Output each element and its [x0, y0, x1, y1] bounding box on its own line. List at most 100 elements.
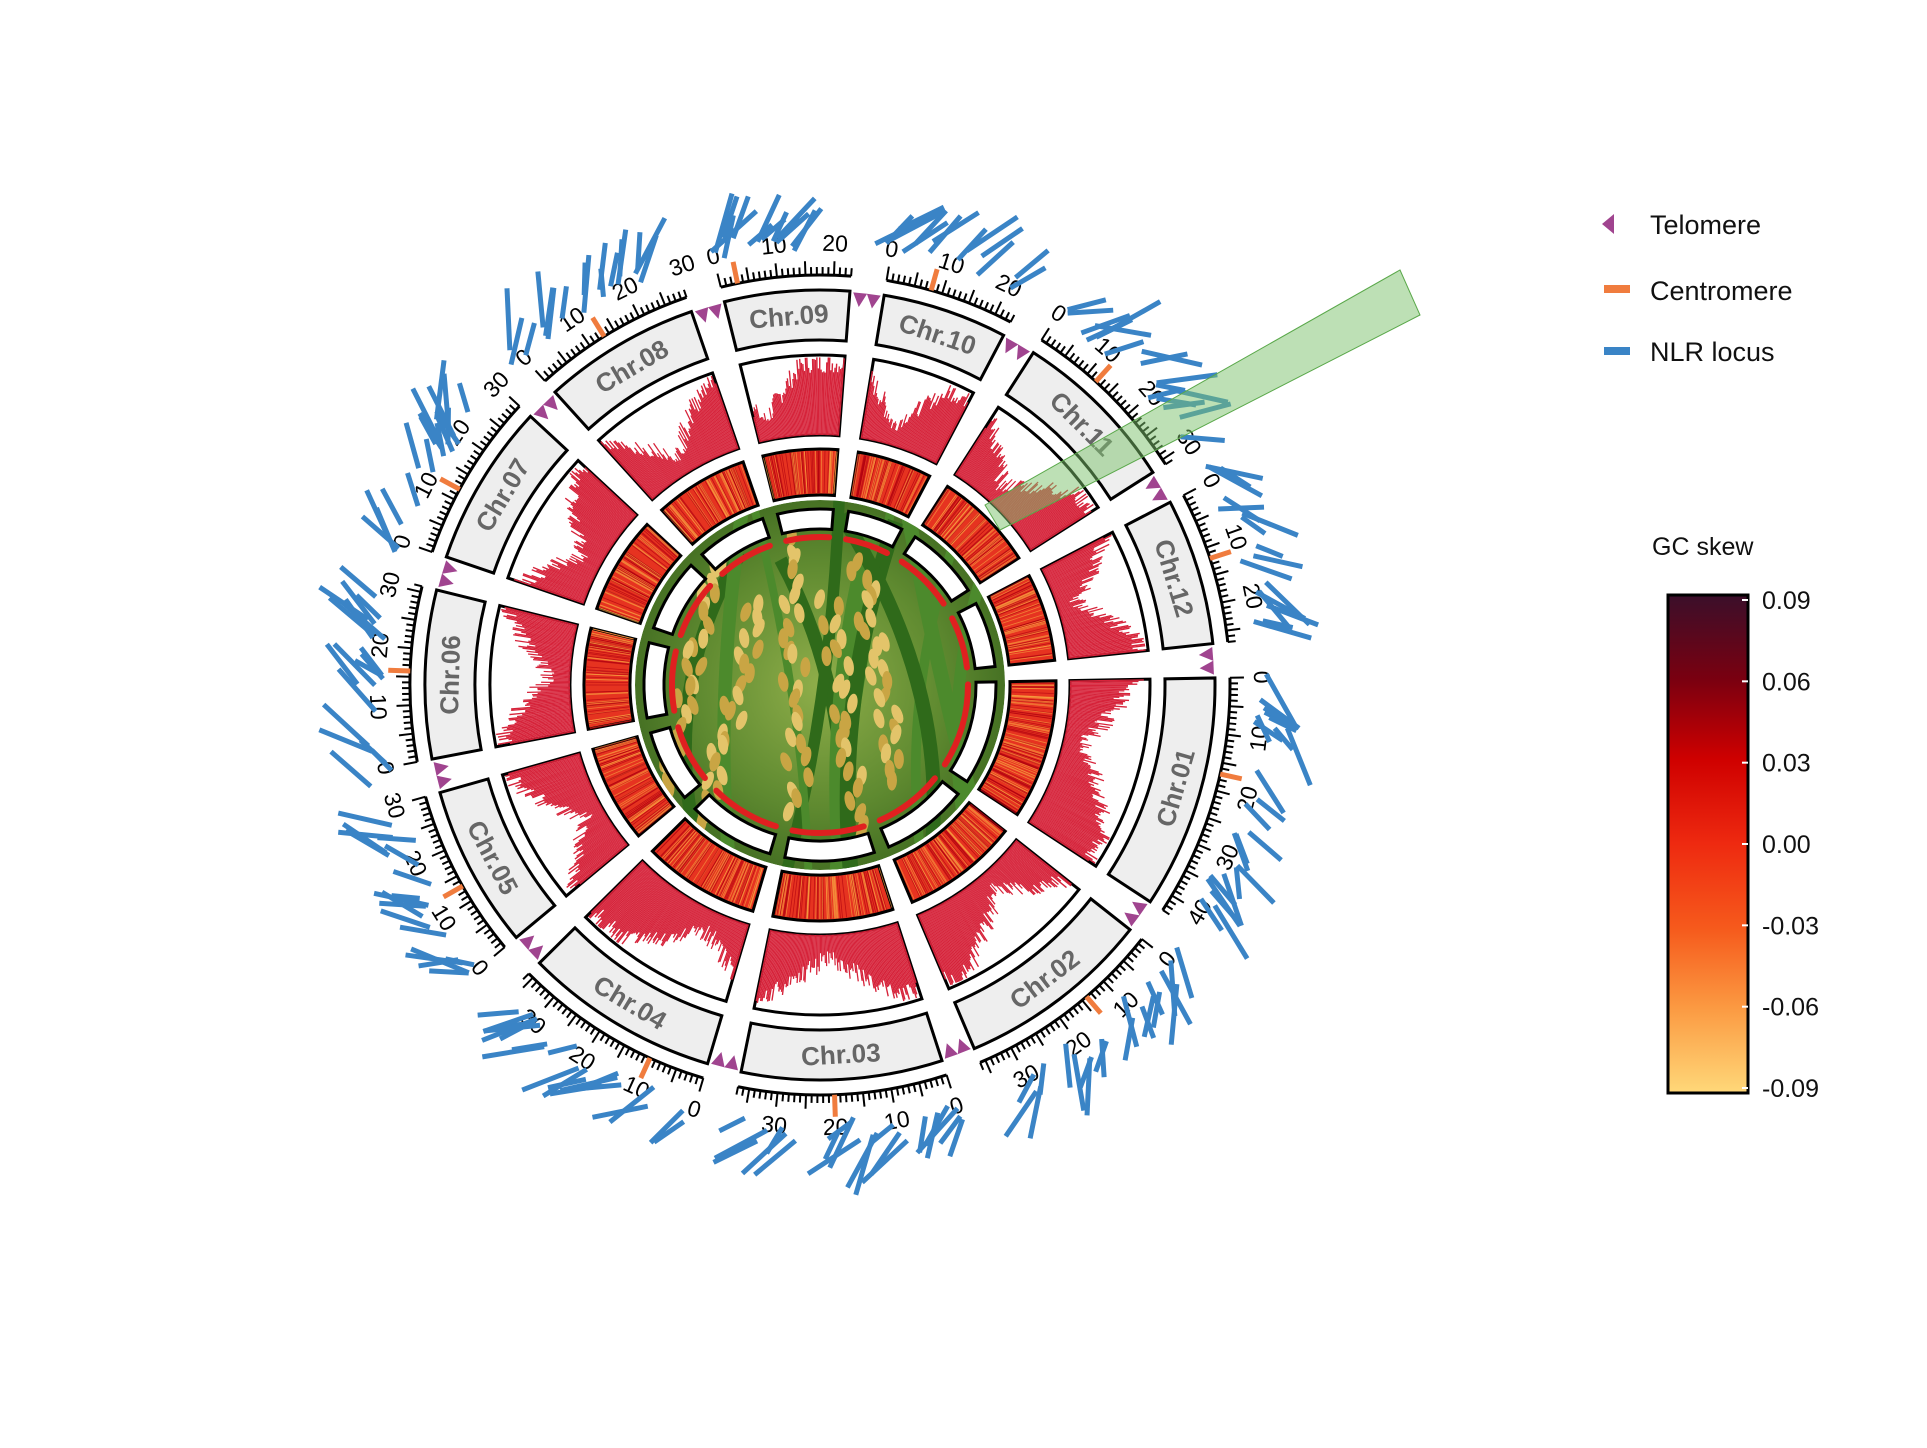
- gc-skew-stripe: [733, 863, 750, 903]
- density-bar: [710, 913, 720, 933]
- tick-mark: [1179, 879, 1188, 886]
- density-bar: [992, 864, 1011, 884]
- tick-mark: [411, 594, 420, 599]
- density-bar: [1007, 849, 1043, 882]
- gc-skew-stripe: [933, 496, 959, 531]
- gc-skew-stripe: [889, 466, 906, 507]
- gc-skew-stripe: [991, 580, 1030, 600]
- density-bar: [1025, 502, 1084, 544]
- gc-skew-stripe: [671, 503, 699, 537]
- density-bar: [759, 930, 775, 1002]
- rice-grain: [829, 639, 842, 659]
- tick-mark: [983, 301, 990, 311]
- tick-mark: [764, 1091, 768, 1100]
- tick-mark: [1226, 634, 1236, 638]
- tick-mark: [879, 1090, 883, 1099]
- density-bar: [702, 383, 731, 452]
- gc-skew-stripe: [625, 791, 661, 816]
- nlr-locus: [720, 195, 740, 239]
- density-bar: [895, 923, 917, 988]
- gc-skew-stripe: [896, 470, 915, 510]
- tick-mark: [401, 616, 416, 621]
- tick-mark: [1174, 889, 1183, 896]
- density-bar: [988, 868, 1014, 896]
- rice-grain: [709, 583, 720, 604]
- tick-mark: [850, 1093, 854, 1102]
- gc-skew-stripe: [957, 818, 989, 848]
- tick-mark: [1203, 827, 1212, 833]
- gc-skew-stripe: [922, 846, 947, 883]
- density-bar: [861, 382, 873, 439]
- gc-skew-stripe: [765, 457, 776, 499]
- gc-skew-stripe: [719, 473, 739, 512]
- nlr-locus: [648, 1108, 685, 1145]
- tick-label: 20: [822, 230, 848, 257]
- density-bar: [496, 722, 573, 736]
- density-bar: [803, 370, 809, 436]
- gc-skew-stripe: [688, 843, 713, 879]
- density-bar: [642, 454, 669, 488]
- density-bar: [1063, 739, 1092, 747]
- density-bar: [768, 407, 776, 440]
- gap-track-chr02: [878, 779, 961, 849]
- nlr-locus: [1235, 863, 1276, 905]
- density-bar: [957, 418, 998, 478]
- density-bar: [522, 647, 572, 655]
- density-bar: [1067, 719, 1100, 726]
- tick-mark: [1090, 992, 1097, 1000]
- tick-mark: [501, 412, 509, 420]
- density-bar: [798, 358, 805, 436]
- rice-grain: [681, 657, 693, 677]
- density-bar: [1050, 779, 1093, 798]
- axis-arc-chr07: [430, 405, 521, 553]
- density-bar: [779, 393, 787, 438]
- density-bar: [511, 704, 571, 712]
- gc-skew-stripe: [709, 854, 730, 892]
- tick-mark: [666, 295, 672, 304]
- tick-mark: [902, 275, 907, 284]
- density-bar: [578, 485, 628, 527]
- tick-mark: [1054, 342, 1062, 351]
- density-bar: [1046, 559, 1093, 582]
- gap-track-chr04: [692, 792, 778, 856]
- gc-skew-stripe: [669, 505, 698, 538]
- density-bar: [532, 775, 588, 799]
- density-bar: [945, 900, 980, 957]
- gc-skew-stripe: [997, 595, 1037, 613]
- density-bar: [569, 558, 598, 573]
- density-bar: [869, 398, 879, 441]
- density-bar: [1068, 711, 1101, 716]
- rice-grain: [787, 643, 798, 664]
- density-bar: [786, 933, 794, 987]
- gc-skew-stripe: [1001, 609, 1042, 624]
- gc-skew-stripe: [647, 526, 679, 556]
- gc-skew-stripe: [976, 548, 1011, 575]
- gc-skew-stripe: [662, 826, 691, 859]
- tick-mark: [1034, 1033, 1045, 1047]
- gc-skew-stripe: [869, 458, 882, 500]
- density-bar: [1066, 632, 1140, 646]
- density-bar: [1041, 537, 1104, 571]
- tick-mark: [591, 1030, 601, 1044]
- telomere-marker: [533, 404, 549, 420]
- density-bar: [521, 624, 575, 637]
- density-bar: [695, 908, 710, 936]
- density-bar: [941, 903, 971, 955]
- chr-label-chr03: Chr.03: [800, 1037, 881, 1071]
- density-bar: [1057, 762, 1092, 775]
- density-bar: [572, 838, 624, 880]
- nlr-locus: [1009, 265, 1047, 291]
- density-bar: [1068, 647, 1133, 657]
- nlr-locus: [477, 1009, 519, 1018]
- tick-mark: [614, 1042, 621, 1051]
- density-bar: [575, 836, 622, 873]
- gc-skew-stripe: [960, 815, 992, 845]
- axis-arc-chr09: [720, 273, 852, 289]
- density-bar: [1032, 815, 1091, 853]
- tick-mark: [735, 1086, 740, 1095]
- gc-skew-stripe: [799, 451, 805, 494]
- density-bar: [830, 934, 834, 960]
- density-bar: [867, 393, 878, 440]
- density-bar: [917, 914, 947, 980]
- density-bar: [862, 375, 876, 439]
